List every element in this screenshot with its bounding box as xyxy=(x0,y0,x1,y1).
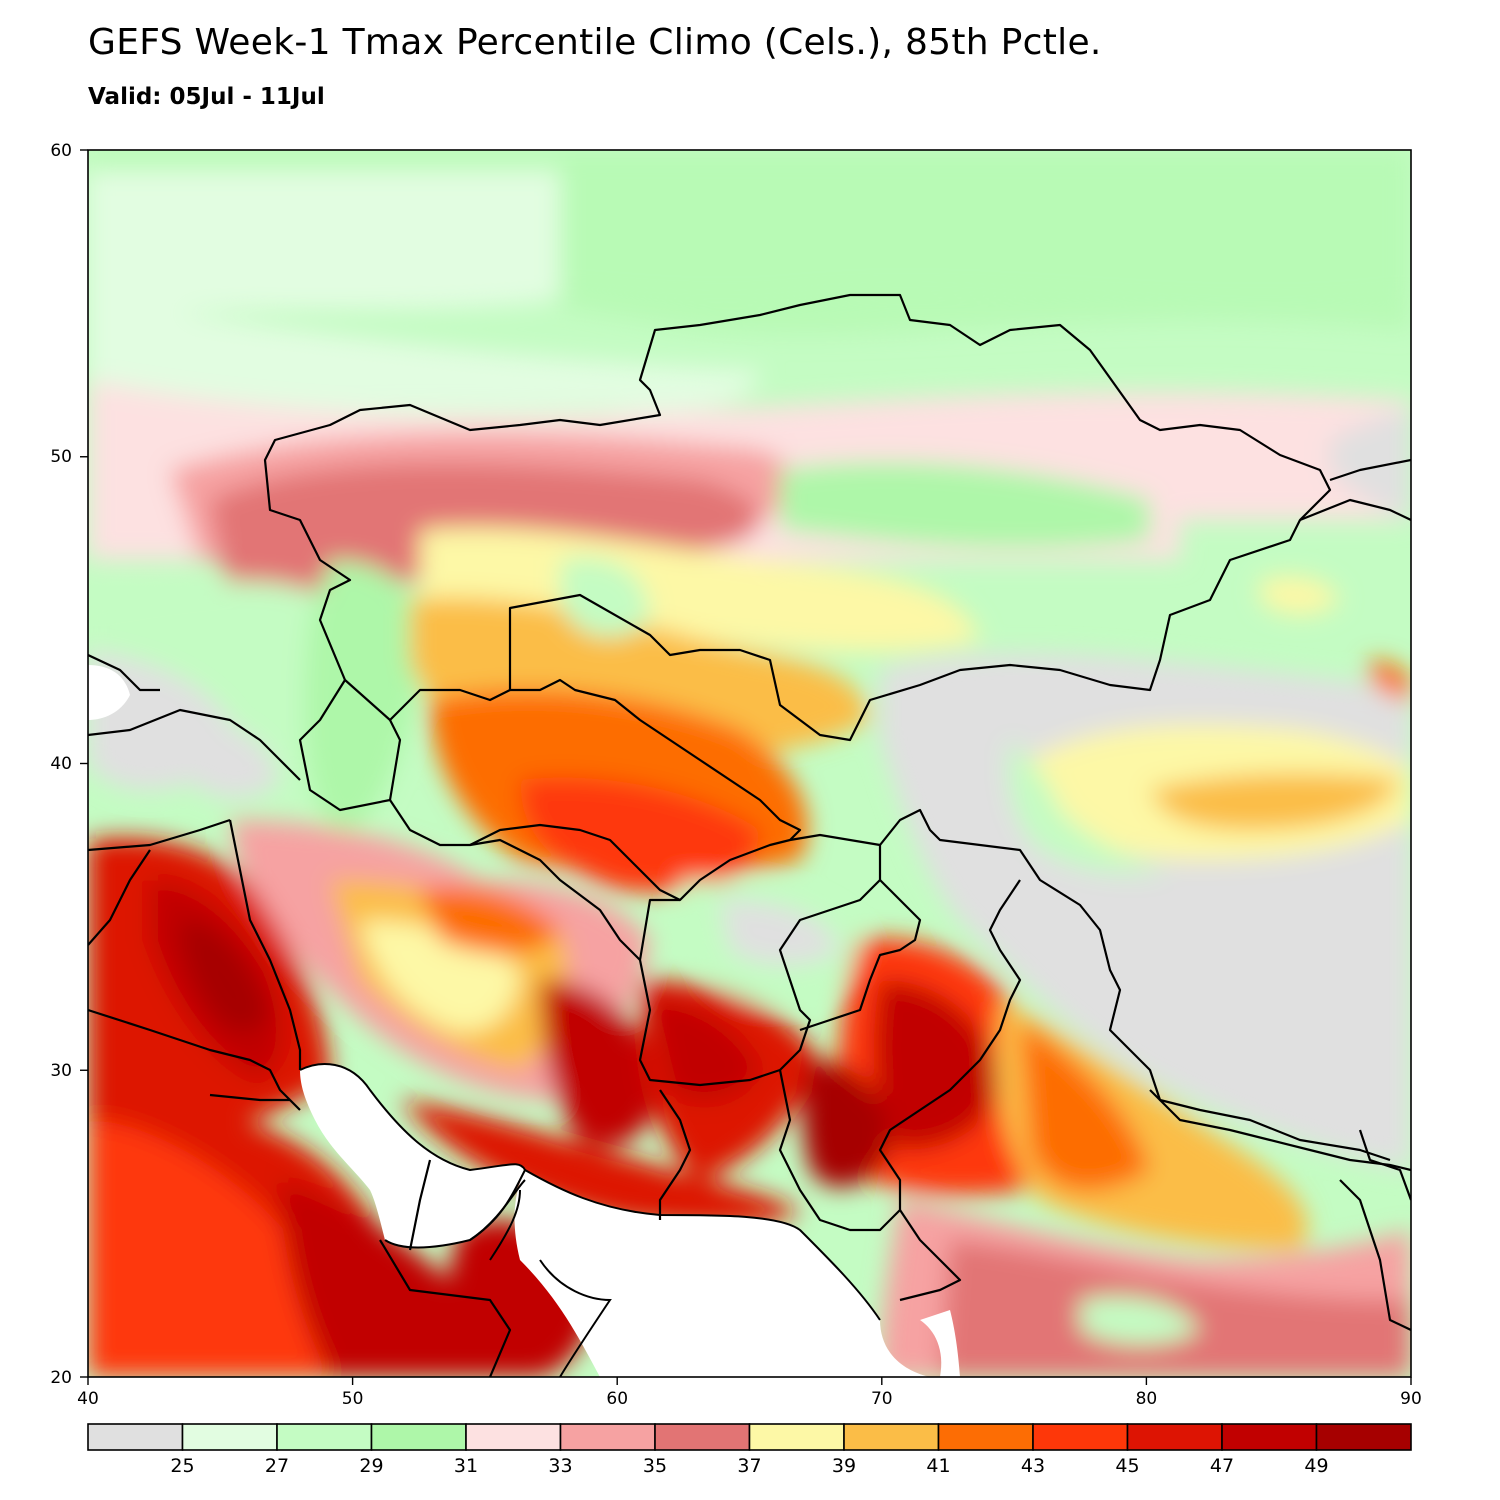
lon-tick-label: 40 xyxy=(77,1389,99,1409)
colorbar-label: 41 xyxy=(926,1455,950,1477)
colorbar-label: 29 xyxy=(359,1455,383,1477)
lat-tick-label: 60 xyxy=(50,141,72,161)
lon-tick-label: 90 xyxy=(1400,1389,1422,1409)
lat-tick-label: 20 xyxy=(50,1368,72,1388)
colorbar-label: 27 xyxy=(265,1455,289,1477)
lat-tick-label: 50 xyxy=(50,447,72,467)
colorbar-label: 49 xyxy=(1304,1455,1328,1477)
colorbar-label: 43 xyxy=(1021,1455,1045,1477)
country-borders xyxy=(88,293,1411,1377)
map-subtitle: Valid: 05Jul - 11Jul xyxy=(88,84,325,110)
colorbar-label: 35 xyxy=(643,1455,667,1477)
lon-tick-label: 70 xyxy=(871,1389,893,1409)
colorbar-label: 47 xyxy=(1210,1455,1234,1477)
temperature-field xyxy=(88,150,1411,1377)
colorbar-swatch xyxy=(87,1423,184,1451)
axis-ticks xyxy=(80,149,1412,1385)
coastlines xyxy=(299,1063,881,1377)
lat-tick-label: 40 xyxy=(50,754,72,774)
colorbar-swatch xyxy=(1315,1423,1412,1451)
map-title: GEFS Week-1 Tmax Percentile Climo (Cels.… xyxy=(88,22,1102,63)
colorbar xyxy=(87,1423,1412,1451)
lon-tick-label: 50 xyxy=(342,1389,364,1409)
colorbar-swatch xyxy=(181,1423,278,1451)
colorbar-label: 33 xyxy=(548,1455,572,1477)
colorbar-swatch xyxy=(276,1423,373,1451)
colorbar-label: 39 xyxy=(832,1455,856,1477)
colorbar-swatch xyxy=(843,1423,940,1451)
colorbar-swatch xyxy=(937,1423,1034,1451)
colorbar-swatch xyxy=(465,1423,562,1451)
colorbar-label: 31 xyxy=(454,1455,478,1477)
lon-tick-labels: 40 50 60 70 80 90 xyxy=(77,1389,1422,1409)
colorbar-labels: 25 27 29 31 33 35 37 39 41 43 45 47 49 xyxy=(170,1455,1328,1477)
colorbar-label: 45 xyxy=(1115,1455,1139,1477)
colorbar-swatch xyxy=(370,1423,467,1451)
water-mask xyxy=(88,665,960,1377)
colorbar-swatch xyxy=(1126,1423,1223,1451)
lon-tick-label: 60 xyxy=(606,1389,628,1409)
colorbar-swatch xyxy=(654,1423,751,1451)
lat-tick-labels: 20 30 40 50 60 xyxy=(50,141,72,1388)
colorbar-swatch xyxy=(748,1423,845,1451)
colorbar-swatch xyxy=(559,1423,656,1451)
colorbar-swatch xyxy=(1032,1423,1129,1451)
colorbar-label: 37 xyxy=(737,1455,761,1477)
lon-tick-label: 80 xyxy=(1136,1389,1158,1409)
colorbar-swatch xyxy=(1221,1423,1318,1451)
colorbar-label: 25 xyxy=(170,1455,194,1477)
lat-tick-label: 30 xyxy=(50,1061,72,1081)
